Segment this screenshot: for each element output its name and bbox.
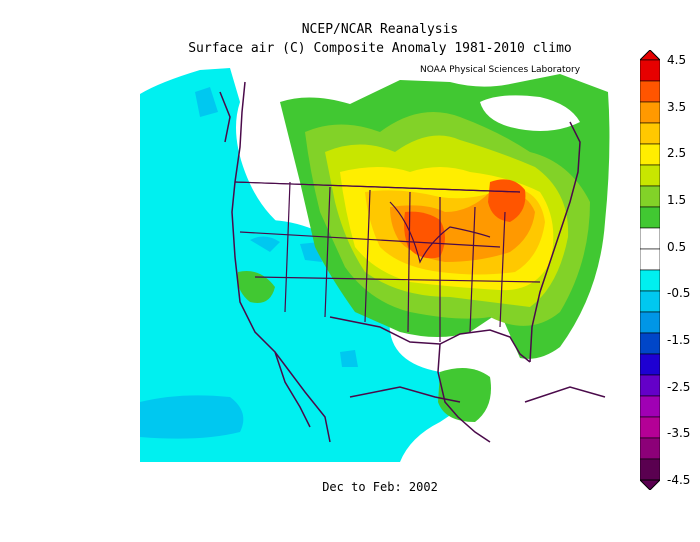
colorbar-segment xyxy=(640,227,660,250)
credit-label: NOAA Physical Sciences Laboratory xyxy=(420,65,581,75)
colorbar-segment xyxy=(640,80,660,103)
colorbar-segment xyxy=(640,395,660,418)
colorbar-tick-label: -2.5 xyxy=(667,379,691,394)
colorbar-segment xyxy=(640,332,660,355)
colorbar-segment xyxy=(640,311,660,334)
colorbar-tick-label: 0.5 xyxy=(667,239,687,254)
stronger-cold-regions xyxy=(140,87,358,439)
colorbar-tick-label: 2.5 xyxy=(667,146,687,161)
colorbar-tick-label: 4.5 xyxy=(667,53,687,67)
state-borders xyxy=(234,181,541,342)
coastlines xyxy=(219,81,606,443)
colorbar-segment xyxy=(640,185,660,208)
colorbar-segment xyxy=(640,437,660,460)
colorbar-arrow-top xyxy=(640,50,660,61)
colorbar-segment xyxy=(640,101,660,124)
colorbar xyxy=(640,50,660,490)
colorbar-segment xyxy=(640,143,660,166)
footer-date: Dec to Feb: 2002 xyxy=(322,480,438,494)
colorbar-tick-label: -3.5 xyxy=(667,426,691,441)
colorbar-segment xyxy=(640,416,660,439)
colorbar-segment xyxy=(640,164,660,187)
colorbar-tick-label: -4.5 xyxy=(667,473,691,487)
colorbar-segment xyxy=(640,122,660,145)
colorbar-arrow-bottom xyxy=(640,479,660,490)
colorbar-segment xyxy=(640,248,660,271)
colorbar-tick-label: -0.5 xyxy=(667,286,691,301)
colorbar-segment xyxy=(640,206,660,229)
colorbar-segment xyxy=(640,290,660,313)
anomaly-map xyxy=(140,62,620,462)
colorbar-tick-label: 3.5 xyxy=(667,99,687,114)
colorbar-segment xyxy=(640,59,660,82)
colorbar-segment xyxy=(640,374,660,397)
warm-anomaly-regions xyxy=(280,74,610,359)
colorbar-tick-label: -1.5 xyxy=(667,333,691,347)
chart-title: NCEP/NCAR Reanalysis xyxy=(301,22,459,37)
colorbar-tick-label: 1.5 xyxy=(667,193,687,207)
colorbar-segment xyxy=(640,269,660,292)
colorbar-segment xyxy=(640,353,660,376)
colorbar-segment xyxy=(640,458,660,481)
chart-subtitle: Surface air (C) Composite Anomaly 1981-2… xyxy=(188,41,572,56)
